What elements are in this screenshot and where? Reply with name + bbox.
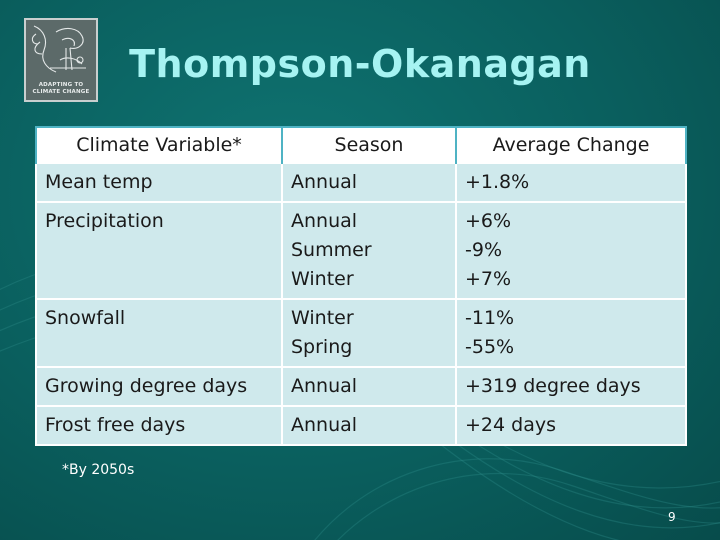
change-value: +6% (465, 210, 512, 232)
season-value: Annual (291, 171, 358, 193)
footnote: *By 2050s (62, 462, 135, 478)
change-value: -55% (465, 336, 515, 358)
change-value: +24 days (465, 414, 556, 436)
cell-variable: Frost free days (35, 405, 283, 446)
header-average-change: Average Change (455, 126, 687, 164)
change-value: +319 degree days (465, 375, 641, 397)
cell-season: Winter Spring (281, 298, 457, 368)
cell-change: -11% -55% (455, 298, 687, 368)
header-season: Season (281, 126, 457, 164)
change-value: +7% (465, 268, 512, 290)
logo-text-line-1: ADAPTING TO (38, 82, 84, 88)
cell-change: +319 degree days (455, 366, 687, 407)
table-row-snowfall: Snowfall Winter Spring -11% -55% (35, 298, 687, 368)
cell-season: Annual (281, 405, 457, 446)
change-value: +1.8% (465, 171, 530, 193)
season-value: Winter (291, 307, 354, 329)
cell-variable: Growing degree days (35, 366, 283, 407)
table-header-row: Climate Variable* Season Average Change (35, 126, 687, 164)
season-value: Annual (291, 414, 358, 436)
slide-title: Thompson-Okanagan (129, 42, 591, 86)
cell-season: Annual (281, 366, 457, 407)
table-row-frost-free-days: Frost free days Annual +24 days (35, 405, 687, 446)
header-climate-variable: Climate Variable* (35, 126, 283, 164)
cell-change: +24 days (455, 405, 687, 446)
season-value: Spring (291, 336, 353, 358)
cell-variable: Precipitation (35, 201, 283, 300)
cell-variable: Snowfall (35, 298, 283, 368)
logo-caption: ADAPTING TO CLIMATE CHANGE (26, 82, 96, 95)
tree-sketch-icon (31, 25, 86, 73)
cell-change: +1.8% (455, 162, 687, 203)
season-value: Annual (291, 375, 358, 397)
climate-change-table: Climate Variable* Season Average Change … (35, 126, 687, 446)
cell-season: Annual (281, 162, 457, 203)
table-row-growing-degree-days: Growing degree days Annual +319 degree d… (35, 366, 687, 407)
table-row-precipitation: Precipitation Annual Summer Winter +6% -… (35, 201, 687, 300)
adapting-to-climate-change-logo: ADAPTING TO CLIMATE CHANGE (24, 18, 98, 102)
season-value: Annual (291, 210, 358, 232)
season-value: Winter (291, 268, 354, 290)
page-number: 9 (668, 510, 676, 524)
cell-season: Annual Summer Winter (281, 201, 457, 300)
change-value: -9% (465, 239, 502, 261)
change-value: -11% (465, 307, 515, 329)
table-row-mean-temp: Mean temp Annual +1.8% (35, 162, 687, 203)
logo-text-line-2: CLIMATE CHANGE (32, 88, 90, 95)
season-value: Summer (291, 239, 372, 261)
cell-variable: Mean temp (35, 162, 283, 203)
cell-change: +6% -9% +7% (455, 201, 687, 300)
